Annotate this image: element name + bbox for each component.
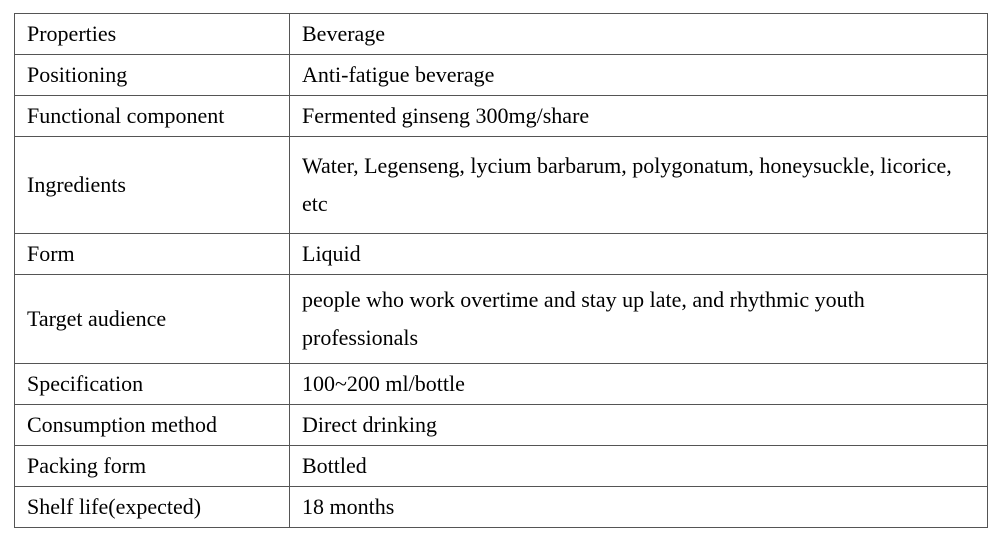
table-row: Consumption method Direct drinking [14, 404, 988, 446]
table-row: Positioning Anti-fatigue beverage [14, 54, 988, 96]
property-cell: Consumption method [14, 404, 290, 446]
table-row: Form Liquid [14, 233, 988, 275]
table-row: Ingredients Water, Legenseng, lycium barb… [14, 136, 988, 234]
value-cell: Beverage [289, 13, 988, 55]
value-cell: Anti-fatigue beverage [289, 54, 988, 96]
table-row: Functional component Fermented ginseng 30… [14, 95, 988, 137]
value-cell: Bottled [289, 445, 988, 487]
value-cell: people who work overtime and stay up lat… [289, 274, 988, 364]
table-row: Specification 100~200 ml/bottle [14, 363, 988, 405]
table-row: Packing form Bottled [14, 445, 988, 487]
property-cell: Shelf life(expected) [14, 486, 290, 528]
value-cell: 18 months [289, 486, 988, 528]
table-row: Shelf life(expected) 18 months [14, 486, 988, 528]
property-cell: Properties [14, 13, 290, 55]
property-cell: Form [14, 233, 290, 275]
property-cell: Packing form [14, 445, 290, 487]
property-cell: Ingredients [14, 136, 290, 234]
table-row: Properties Beverage [14, 13, 988, 55]
table-row: Target audience people who work overtime … [14, 274, 988, 364]
value-cell: Fermented ginseng 300mg/share [289, 95, 988, 137]
property-cell: Specification [14, 363, 290, 405]
property-cell: Positioning [14, 54, 290, 96]
product-properties-table: Properties Beverage Positioning Anti-fatigu… [14, 13, 988, 528]
value-cell: 100~200 ml/bottle [289, 363, 988, 405]
value-cell: Liquid [289, 233, 988, 275]
property-cell: Target audience [14, 274, 290, 364]
property-cell: Functional component [14, 95, 290, 137]
value-cell: Direct drinking [289, 404, 988, 446]
value-cell: Water, Legenseng, lycium barbarum, polyg… [289, 136, 988, 234]
